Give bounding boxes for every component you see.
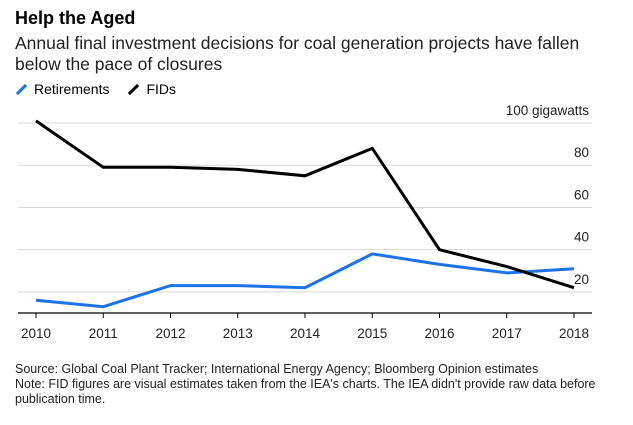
series-line-retirements	[35, 252, 575, 309]
x-tick-label: 2013	[223, 326, 253, 341]
x-tick-label: 2010	[21, 326, 51, 341]
source-text: Source: Global Coal Plant Tracker; Inter…	[15, 362, 539, 376]
chart-subtitle: Annual final investment decisions for co…	[15, 33, 580, 74]
x-tick-label: 2016	[424, 326, 454, 341]
y-tick-label: 80	[574, 145, 589, 160]
legend-label-retirements: Retirements	[34, 81, 110, 97]
x-tick-label: 2018	[559, 326, 589, 341]
source-note: Source: Global Coal Plant Tracker; Inter…	[15, 362, 625, 407]
series-line-fids	[35, 119, 575, 290]
y-tick-label: 20	[574, 272, 589, 287]
legend-item-fids: FIDs	[127, 81, 176, 97]
x-tick-label: 2011	[89, 326, 118, 341]
x-tick-label: 2015	[357, 326, 387, 341]
legend: Retirements FIDs	[15, 81, 194, 97]
line-chart: 100 gigawatts 80 60 40 20 2010 2011 2012 2013 201…	[18, 103, 592, 341]
chart-title: Help the Aged	[15, 8, 136, 28]
x-tick-label: 2017	[492, 326, 522, 341]
legend-label-fids: FIDs	[146, 81, 177, 97]
x-tick-label: 2012	[155, 326, 185, 341]
y-tick-label: 40	[574, 230, 589, 245]
x-tick-label: 2014	[290, 326, 321, 341]
y-tick-label: 60	[574, 187, 589, 202]
legend-item-retirements: Retirements	[15, 81, 109, 97]
y-tick-label: 100 gigawatts	[506, 103, 590, 118]
note-text: Note: FID figures are visual estimates t…	[15, 377, 596, 406]
